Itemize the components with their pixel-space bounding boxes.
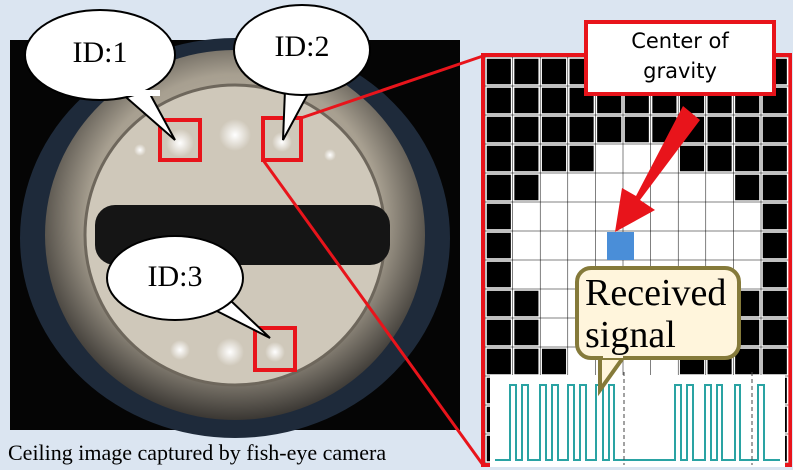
pixel-cell	[514, 145, 540, 172]
pixel-cell	[679, 232, 705, 259]
pixel-cell	[541, 174, 567, 201]
pixel-cell	[514, 174, 540, 201]
pixel-cell	[762, 232, 788, 259]
pixel-cell	[569, 232, 595, 259]
pixel-cell	[734, 116, 760, 143]
pixel-cell	[679, 174, 705, 201]
pixel-cell	[514, 116, 540, 143]
pixel-cell	[569, 145, 595, 172]
pixel-cell	[707, 174, 733, 201]
pixel-cell	[541, 116, 567, 143]
pixel-cell	[652, 232, 678, 259]
pixel-cell	[707, 116, 733, 143]
pixel-cell	[762, 203, 788, 230]
pixel-cell	[679, 145, 705, 172]
pixel-cell	[652, 203, 678, 230]
pixel-cell	[707, 232, 733, 259]
bubble-label: ID:3	[115, 260, 235, 294]
pixel-cell	[707, 145, 733, 172]
pixel-cell	[514, 319, 540, 346]
pixel-cell	[762, 174, 788, 201]
pixel-cell	[514, 87, 540, 114]
pixel-cell	[541, 145, 567, 172]
pixel-cell	[569, 203, 595, 230]
pixel-cell	[596, 116, 622, 143]
pixel-cell	[486, 87, 512, 114]
pixel-cell	[734, 174, 760, 201]
figure: ID:1 ID:2 ID:3 Center of gravity Receive…	[0, 0, 793, 470]
pixel-cell	[541, 319, 567, 346]
pixel-cell	[541, 290, 567, 317]
pixel-cell	[569, 174, 595, 201]
pixel-cell	[762, 348, 788, 375]
pixel-cell	[514, 290, 540, 317]
pixel-cell	[734, 203, 760, 230]
pixel-cell	[486, 261, 512, 288]
pixel-cell	[762, 290, 788, 317]
pixel-cell	[679, 203, 705, 230]
pixel-cell	[596, 174, 622, 201]
center-callout-text: Center of gravity	[600, 26, 760, 86]
pixel-cell	[486, 232, 512, 259]
pixel-cell	[486, 203, 512, 230]
pixel-cell	[486, 348, 512, 375]
pixel-cell	[624, 116, 650, 143]
pixel-cell	[541, 87, 567, 114]
pixel-cell	[514, 58, 540, 85]
pixel-cell	[541, 58, 567, 85]
signal-callout-text: Received signal	[585, 272, 705, 356]
pixel-cell	[541, 203, 567, 230]
pixel-cell	[486, 116, 512, 143]
pixel-cell	[514, 203, 540, 230]
pixel-cell	[514, 232, 540, 259]
bubble-label: ID:1	[40, 36, 160, 70]
pixel-cell	[486, 174, 512, 201]
pixel-cell	[486, 319, 512, 346]
pixel-cell	[762, 145, 788, 172]
bubble-label: ID:2	[242, 30, 362, 64]
pixel-cell	[734, 232, 760, 259]
pixel-cell	[541, 232, 567, 259]
pixel-cell	[541, 348, 567, 375]
pixel-cell	[569, 116, 595, 143]
pixel-cell	[762, 319, 788, 346]
pixel-cell	[486, 58, 512, 85]
pixel-cell	[707, 203, 733, 230]
pixel-cell	[624, 145, 650, 172]
pixel-cell	[734, 145, 760, 172]
bubble-joint	[120, 90, 160, 96]
pixel-cell	[596, 145, 622, 172]
center-pixel	[607, 232, 634, 260]
pixel-cell	[486, 145, 512, 172]
pixel-cell	[514, 348, 540, 375]
pixel-cell	[486, 290, 512, 317]
pixel-cell	[762, 116, 788, 143]
pixel-cell	[762, 261, 788, 288]
pixel-cell	[541, 261, 567, 288]
pixel-cell	[514, 261, 540, 288]
caption: Ceiling image captured by fish-eye camer…	[8, 440, 386, 466]
